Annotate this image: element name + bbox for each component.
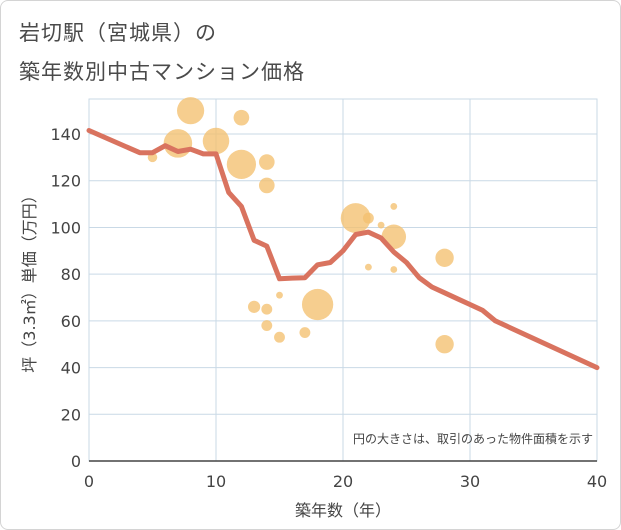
bubble-layer bbox=[147, 97, 454, 354]
y-tick-label: 20 bbox=[61, 405, 81, 424]
data-bubble bbox=[247, 300, 261, 313]
y-tick-label: 0 bbox=[71, 452, 81, 471]
chart-title-line2: 築年数別中古マンション価格 bbox=[19, 60, 305, 84]
data-bubble bbox=[301, 288, 334, 321]
y-tick-label: 140 bbox=[50, 125, 81, 144]
data-bubble bbox=[276, 291, 283, 299]
data-bubble bbox=[377, 221, 385, 229]
line-layer bbox=[86, 128, 600, 371]
y-tick-label: 100 bbox=[50, 218, 81, 237]
label-layer: 築年数（年） 坪（3.3㎡）単価（万円） 円の大きさは、取引のあった物件面積を示… bbox=[20, 187, 593, 520]
data-bubble bbox=[362, 212, 374, 224]
grid-layer bbox=[88, 98, 598, 462]
data-bubble bbox=[226, 149, 257, 180]
y-tick-label: 60 bbox=[61, 312, 81, 331]
chart-title-line1: 岩切駅（宮城県）の bbox=[19, 21, 217, 45]
x-tick-label: 0 bbox=[84, 472, 94, 491]
x-tick-label: 10 bbox=[206, 472, 226, 491]
data-bubble bbox=[390, 266, 398, 273]
y-tick-label: 120 bbox=[50, 172, 81, 191]
data-bubble bbox=[435, 248, 454, 267]
data-bubble bbox=[177, 97, 205, 125]
data-bubble bbox=[390, 203, 398, 210]
x-tick-label: 30 bbox=[460, 472, 480, 491]
data-bubble bbox=[202, 127, 230, 155]
data-bubble bbox=[261, 320, 273, 331]
axis-layer: 0 10 20 30 40 0 20 40 60 80 100 120 140 bbox=[50, 125, 607, 491]
x-tick-label: 40 bbox=[587, 472, 607, 491]
trend-line bbox=[86, 128, 600, 371]
data-bubble bbox=[299, 327, 311, 338]
data-bubble bbox=[365, 263, 372, 271]
data-bubble bbox=[435, 335, 454, 354]
x-axis-label: 築年数（年） bbox=[295, 501, 391, 520]
data-bubble bbox=[261, 303, 273, 315]
y-axis-label: 坪（3.3㎡）単価（万円） bbox=[20, 187, 39, 372]
data-bubble bbox=[274, 331, 285, 343]
data-bubble bbox=[233, 109, 250, 126]
y-tick-label: 80 bbox=[61, 265, 81, 284]
x-tick-label: 20 bbox=[333, 472, 353, 491]
data-bubble bbox=[258, 177, 275, 194]
y-tick-label: 40 bbox=[61, 359, 81, 378]
data-bubble bbox=[258, 154, 275, 170]
data-bubble bbox=[340, 203, 371, 234]
chart-note: 円の大きさは、取引のあった物件面積を示す bbox=[353, 431, 593, 446]
